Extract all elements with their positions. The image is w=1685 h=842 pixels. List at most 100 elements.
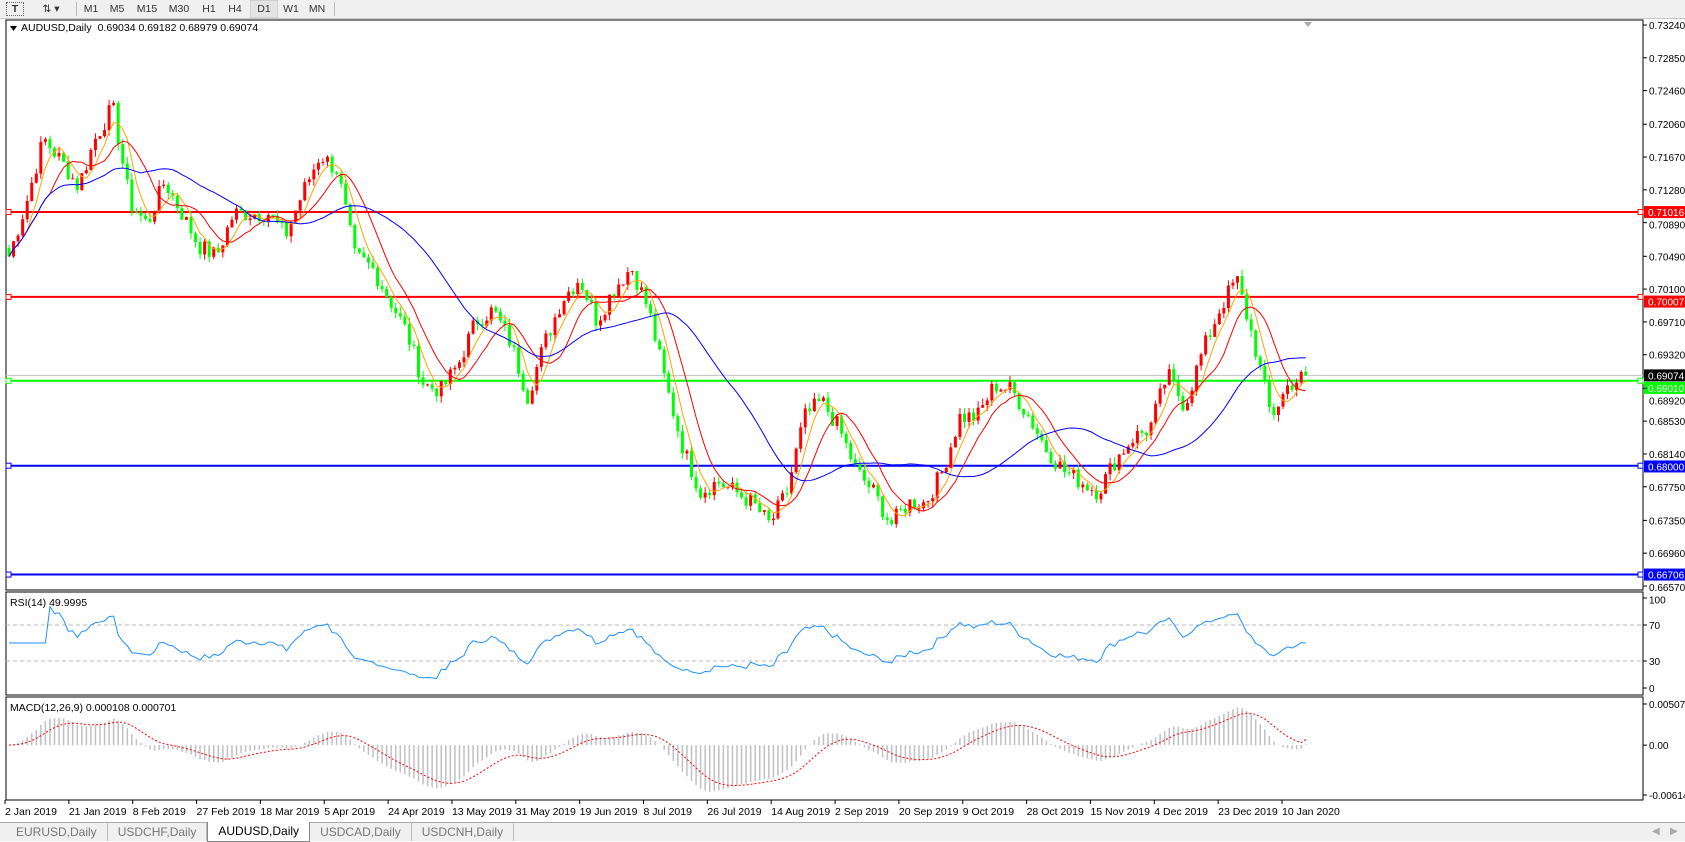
line-tools-icon[interactable]: ⇅ ▾ <box>42 3 60 15</box>
timeframe-m1[interactable]: M1 <box>83 3 99 15</box>
candle-body <box>872 484 875 488</box>
candle-body <box>294 210 298 223</box>
candle-body <box>1013 382 1017 394</box>
candle-body <box>380 286 384 289</box>
candle-body <box>57 152 61 157</box>
tab-usdchf[interactable]: USDCHF,Daily <box>108 823 208 841</box>
candle-body <box>931 498 935 502</box>
price-tick-label: 0.70100 <box>1649 285 1685 296</box>
candle-body <box>1163 384 1167 389</box>
chart-ohlc-values: 0.69034 0.69182 0.68979 0.69074 <box>98 22 259 34</box>
candle-body <box>307 179 311 183</box>
candle-body <box>1158 388 1162 404</box>
candle-body <box>1108 463 1112 475</box>
candle-body <box>1017 393 1021 410</box>
candle-body <box>771 518 775 521</box>
candle-body <box>1113 463 1117 471</box>
candle-body <box>212 247 216 257</box>
candle-body <box>1135 431 1139 443</box>
level-handle-left <box>5 293 12 300</box>
candle-body <box>498 311 502 321</box>
candle-body <box>844 433 848 444</box>
candle-body <box>544 333 548 348</box>
candle-body <box>612 294 616 296</box>
candle-body <box>867 480 871 488</box>
candle-body <box>225 227 229 246</box>
candle-body <box>1181 395 1185 411</box>
tab-usdcad[interactable]: USDCAD,Daily <box>310 823 412 841</box>
scroll-left-icon[interactable]: ◀ <box>1652 826 1660 837</box>
timeframe-m30[interactable]: M30 <box>168 3 190 15</box>
candle-body <box>121 144 125 164</box>
timeframe-d1[interactable]: D1 <box>250 0 278 18</box>
candle-body <box>503 320 507 326</box>
candle-body <box>721 483 725 488</box>
timeframe-w1[interactable]: W1 <box>283 3 299 15</box>
candle-body <box>885 517 889 521</box>
candle-body <box>321 161 325 163</box>
candle-body <box>835 416 839 426</box>
date-tick-label: 21 Jan 2019 <box>69 806 127 818</box>
timeframe-m15[interactable]: M15 <box>136 3 158 15</box>
tab-eurusd[interactable]: EURUSD,Daily <box>6 823 108 841</box>
text-tool-icon[interactable]: T <box>6 2 24 16</box>
chart-shift-marker[interactable] <box>1304 22 1312 27</box>
candle-body <box>298 200 302 211</box>
candle-body <box>494 307 498 312</box>
timeframe-h1[interactable]: H1 <box>202 3 216 15</box>
candle-body <box>1226 285 1230 309</box>
candle-body <box>1072 469 1076 474</box>
date-tick-label: 26 Jul 2019 <box>707 806 761 818</box>
candle-body <box>43 139 47 142</box>
candle-body <box>1272 407 1276 415</box>
candle-body <box>912 499 916 509</box>
timeframe-m5[interactable]: M5 <box>109 3 125 15</box>
timeframe-h4[interactable]: H4 <box>228 3 242 15</box>
candle-body <box>535 366 539 391</box>
candle-body <box>890 520 894 525</box>
candle-body <box>740 492 744 498</box>
tab-usdcnh[interactable]: USDCNH,Daily <box>412 823 515 841</box>
timeframe-mn[interactable]: MN <box>308 3 326 15</box>
tab-audusd[interactable]: AUDUSD,Daily <box>207 822 311 842</box>
candle-body <box>917 508 921 510</box>
collapse-triangle-icon[interactable] <box>10 26 17 31</box>
candle-body <box>530 390 534 404</box>
candle-body <box>1099 493 1103 500</box>
rsi-tick-label: 70 <box>1649 621 1661 632</box>
date-tick-label: 18 Mar 2019 <box>260 806 319 818</box>
candle-body <box>376 267 380 287</box>
candle-body <box>1090 490 1094 492</box>
candle-body <box>335 172 339 174</box>
chart-area[interactable]: 2 Jan 2019 21 Jan 2019 8 Feb 2019 27 Feb 20… <box>0 19 1685 821</box>
candle-body <box>435 388 439 397</box>
candle-body <box>922 502 926 509</box>
date-tick-label: 8 Feb 2019 <box>133 806 186 818</box>
candle-body <box>649 304 653 314</box>
candle-body <box>80 173 84 191</box>
candle-body <box>926 501 930 503</box>
candle-body <box>944 468 948 473</box>
candle-body <box>758 503 762 512</box>
price-tick-label: 0.68140 <box>1649 450 1685 461</box>
candle-body <box>1076 469 1080 488</box>
candle-body <box>630 271 634 273</box>
candle-body <box>357 248 361 253</box>
candle-body <box>781 493 784 501</box>
candle-body <box>1258 356 1262 366</box>
date-tick-label: 10 Jan 2020 <box>1282 806 1340 818</box>
date-tick-label: 28 Oct 2019 <box>1027 806 1084 818</box>
candle-body <box>98 136 102 139</box>
price-tick-label: 0.66960 <box>1649 549 1685 560</box>
candle-body <box>821 397 825 401</box>
candle-body <box>749 494 753 506</box>
candle-body <box>699 488 703 498</box>
scroll-right-icon[interactable]: ▶ <box>1670 826 1678 837</box>
date-tick-label: 31 May 2019 <box>516 806 576 818</box>
candle-body <box>289 222 293 237</box>
candle-body <box>958 414 962 437</box>
level-handle-left <box>5 462 12 469</box>
candle-body <box>790 472 794 494</box>
date-tick-label: 24 Apr 2019 <box>388 806 445 818</box>
candle-body <box>112 102 116 106</box>
